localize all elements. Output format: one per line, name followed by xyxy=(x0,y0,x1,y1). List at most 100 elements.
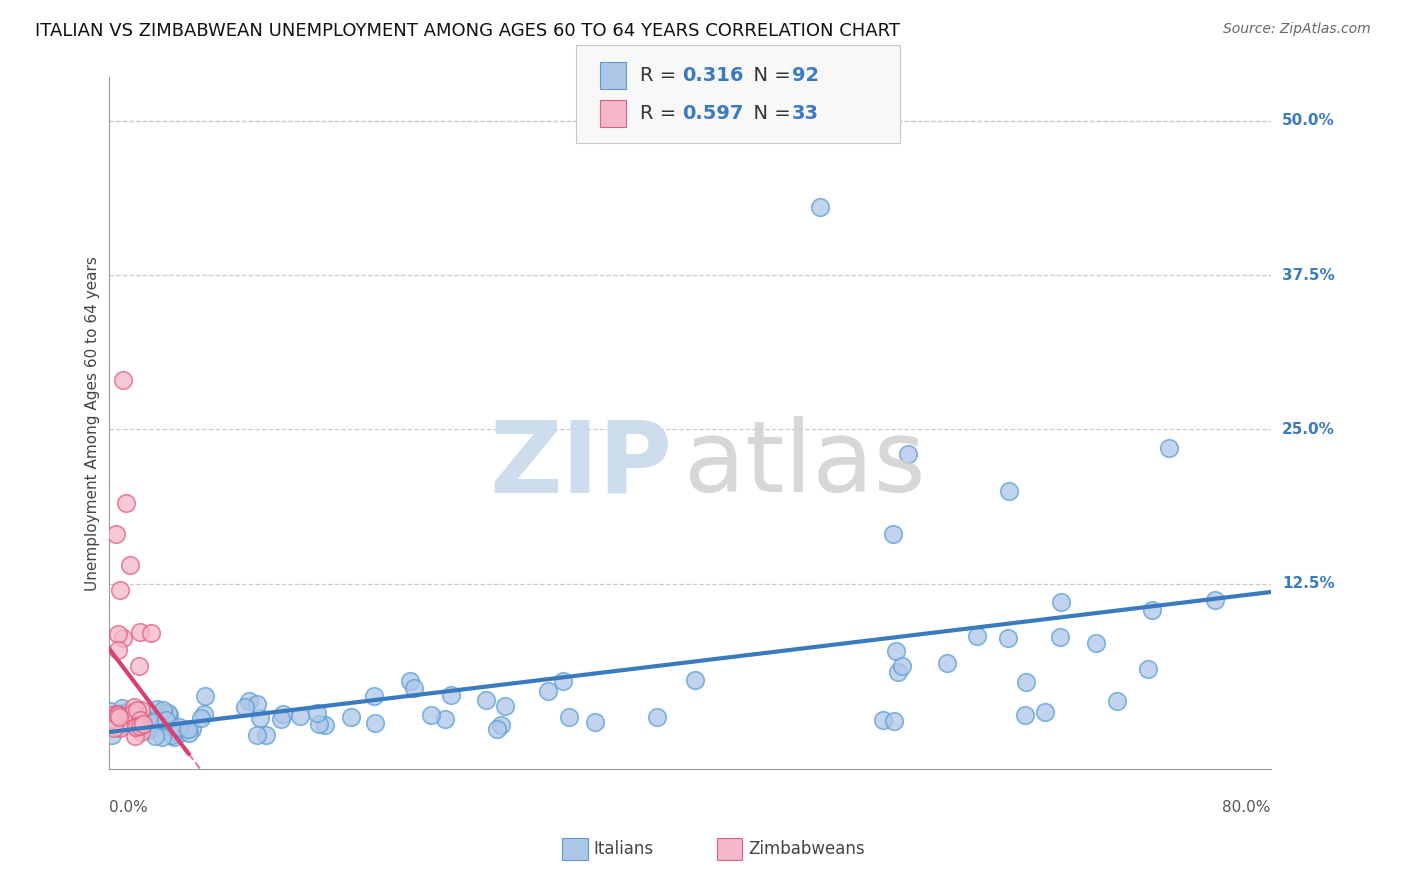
Point xyxy=(111,631,134,645)
Point xyxy=(177,722,200,736)
Point xyxy=(157,707,180,722)
Point xyxy=(537,684,560,698)
Point xyxy=(129,703,152,717)
Y-axis label: Unemployment Among Ages 60 to 64 years: Unemployment Among Ages 60 to 64 years xyxy=(86,256,100,591)
Point xyxy=(494,699,516,714)
Point xyxy=(150,730,173,744)
Text: 33: 33 xyxy=(792,103,818,123)
Point xyxy=(887,665,910,680)
Point xyxy=(882,527,904,541)
Text: Zimbabweans: Zimbabweans xyxy=(748,840,865,858)
Point xyxy=(254,728,277,742)
Point xyxy=(558,710,581,724)
Point xyxy=(139,626,162,640)
Point xyxy=(936,656,959,670)
Point xyxy=(122,700,145,714)
Text: ZIP: ZIP xyxy=(489,417,672,513)
Point xyxy=(1107,694,1129,708)
Point xyxy=(193,706,215,721)
Point xyxy=(364,716,387,731)
Point xyxy=(314,718,336,732)
Point xyxy=(108,710,131,724)
Point xyxy=(883,714,905,729)
Point xyxy=(104,527,127,541)
Point xyxy=(124,729,146,743)
Point xyxy=(180,722,202,736)
Point xyxy=(112,373,135,387)
Text: N =: N = xyxy=(741,66,797,86)
Point xyxy=(132,716,155,731)
Point xyxy=(193,689,215,703)
Point xyxy=(897,447,920,461)
Text: 80.0%: 80.0% xyxy=(1222,799,1271,814)
Text: 25.0%: 25.0% xyxy=(1282,422,1334,437)
Point xyxy=(440,688,463,702)
Point xyxy=(165,722,187,736)
Point xyxy=(169,726,191,740)
Point xyxy=(1033,706,1056,720)
Point xyxy=(1157,441,1180,455)
Point xyxy=(271,706,294,721)
Point xyxy=(872,713,894,727)
Point xyxy=(810,200,832,214)
Point xyxy=(114,705,136,719)
Point xyxy=(152,703,174,717)
Text: ITALIAN VS ZIMBABWEAN UNEMPLOYMENT AMONG AGES 60 TO 64 YEARS CORRELATION CHART: ITALIAN VS ZIMBABWEAN UNEMPLOYMENT AMONG… xyxy=(35,22,900,40)
Point xyxy=(120,710,142,724)
Point xyxy=(155,713,177,727)
Point xyxy=(103,722,125,736)
Point xyxy=(115,706,138,720)
Point xyxy=(152,719,174,733)
Point xyxy=(1085,636,1108,650)
Point xyxy=(307,706,329,720)
Point xyxy=(107,707,129,722)
Point xyxy=(402,681,425,695)
Point xyxy=(153,706,176,720)
Point xyxy=(683,673,706,688)
Point xyxy=(246,728,269,742)
Text: atlas: atlas xyxy=(683,417,925,513)
Point xyxy=(249,710,271,724)
Point xyxy=(997,631,1019,645)
Text: 0.316: 0.316 xyxy=(682,66,744,86)
Point xyxy=(1014,707,1036,722)
Point xyxy=(270,712,292,726)
Text: N =: N = xyxy=(741,103,797,123)
Point xyxy=(143,721,166,735)
Point xyxy=(125,720,148,734)
Point xyxy=(645,709,668,723)
Point xyxy=(100,704,122,718)
Point xyxy=(551,674,574,689)
Point xyxy=(1140,603,1163,617)
Point xyxy=(340,710,363,724)
Point xyxy=(233,700,256,714)
Point xyxy=(434,713,457,727)
Text: 37.5%: 37.5% xyxy=(1282,268,1334,283)
Point xyxy=(120,558,142,573)
Text: 12.5%: 12.5% xyxy=(1282,576,1334,591)
Point xyxy=(110,582,132,597)
Point xyxy=(363,689,385,703)
Point xyxy=(1015,674,1038,689)
Point xyxy=(1050,594,1073,608)
Point xyxy=(112,714,135,728)
Point xyxy=(167,720,190,734)
Text: Source: ZipAtlas.com: Source: ZipAtlas.com xyxy=(1223,22,1371,37)
Point xyxy=(122,706,145,720)
Point xyxy=(163,730,186,744)
Point xyxy=(117,713,139,727)
Text: R =: R = xyxy=(640,66,682,86)
Point xyxy=(128,624,150,639)
Point xyxy=(127,721,149,735)
Point xyxy=(136,723,159,738)
Point xyxy=(142,712,165,726)
Point xyxy=(238,694,260,708)
Point xyxy=(100,712,122,726)
Point xyxy=(486,722,509,736)
Point xyxy=(127,702,149,716)
Point xyxy=(100,707,122,722)
Point xyxy=(583,714,606,729)
Point xyxy=(156,706,179,720)
Point xyxy=(143,714,166,729)
Point xyxy=(246,698,269,712)
